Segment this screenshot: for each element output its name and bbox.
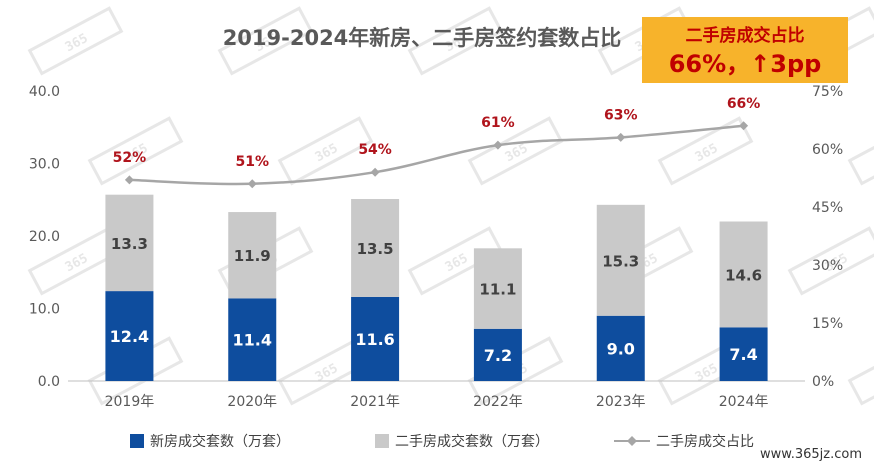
x-tick-label: 2021年 bbox=[350, 394, 400, 410]
y-axis-right: 0% 15% 30% 45% 60% 75% bbox=[812, 84, 843, 390]
y-right-tick: 30% bbox=[812, 258, 843, 274]
watermark-tile-text: 365 bbox=[63, 31, 91, 55]
watermark-tile: 365 bbox=[27, 6, 124, 76]
watermark-tile-text: 365 bbox=[313, 141, 341, 165]
watermark-tile-text: 365 bbox=[693, 361, 721, 385]
ratio-point bbox=[124, 175, 134, 185]
watermark-tile-frame bbox=[847, 116, 874, 186]
ratio-label: 63% bbox=[604, 107, 638, 123]
bar-new bbox=[228, 298, 277, 381]
legend-label-resale: 二手房成交套数（万套） bbox=[395, 433, 549, 450]
legend-label-new: 新房成交套数（万套） bbox=[150, 433, 290, 450]
watermark-tile-frame bbox=[407, 6, 504, 76]
watermark-tile-text: 365 bbox=[693, 141, 721, 165]
y-left-tick: 10.0 bbox=[29, 302, 60, 318]
bar-label-resale: 11.9 bbox=[234, 247, 271, 265]
bar-new bbox=[105, 291, 154, 381]
bar-resale bbox=[228, 212, 277, 299]
line-series: 52% 51% 54% 61% 63% 66% bbox=[113, 96, 761, 189]
bar-label-resale: 11.1 bbox=[479, 281, 516, 299]
bar-label-resale: 13.3 bbox=[111, 235, 148, 253]
y-left-tick: 0.0 bbox=[38, 374, 60, 390]
watermark-tile-frame bbox=[277, 116, 374, 186]
ratio-point bbox=[247, 179, 257, 189]
bar-label-resale: 15.3 bbox=[602, 252, 639, 270]
watermark-tile-frame bbox=[467, 116, 564, 186]
watermark-tile: 365 bbox=[847, 116, 874, 186]
legend-label-ratio: 二手房成交占比 bbox=[656, 433, 754, 450]
bar-label-new: 11.6 bbox=[355, 330, 394, 349]
watermark-tile-frame bbox=[217, 6, 314, 76]
ratio-label: 61% bbox=[481, 115, 515, 131]
watermark-tile-frame bbox=[407, 226, 504, 296]
watermark-tile-text: 365 bbox=[443, 251, 471, 275]
x-tick-label: 2019年 bbox=[105, 394, 155, 410]
y-right-tick: 45% bbox=[812, 200, 843, 216]
ratio-label: 52% bbox=[113, 150, 147, 166]
y-right-tick: 60% bbox=[812, 142, 843, 158]
x-tick-label: 2020年 bbox=[227, 394, 277, 410]
bar-label-new: 12.4 bbox=[110, 327, 149, 346]
bar-label-new: 7.4 bbox=[729, 345, 757, 364]
bar-label-resale: 14.6 bbox=[725, 266, 762, 284]
chart-title: 2019-2024年新房、二手房签约套数占比 bbox=[223, 26, 622, 50]
legend-swatch-new bbox=[130, 434, 144, 448]
watermark-tile-frame bbox=[657, 116, 754, 186]
x-tick-label: 2022年 bbox=[473, 394, 523, 410]
ratio-point bbox=[739, 121, 749, 131]
legend-marker-ratio bbox=[627, 436, 637, 446]
bar-new bbox=[351, 296, 400, 381]
bar-resale bbox=[596, 204, 645, 316]
watermark-tile: 365 bbox=[657, 116, 754, 186]
y-right-tick: 15% bbox=[812, 316, 843, 332]
bar-resale bbox=[473, 248, 522, 329]
bar-label-new: 11.4 bbox=[233, 331, 272, 350]
y-axis-left: 0.0 10.0 20.0 30.0 40.0 bbox=[29, 84, 60, 390]
bar-resale bbox=[719, 221, 768, 328]
legend: 新房成交套数（万套） 二手房成交套数（万套） 二手房成交占比 bbox=[130, 433, 754, 450]
ratio-label: 54% bbox=[358, 142, 392, 158]
bar-resale bbox=[351, 199, 400, 297]
ratio-line bbox=[129, 124, 744, 186]
ratio-point bbox=[616, 132, 626, 142]
watermark-tile-frame bbox=[87, 116, 184, 186]
bar-label-new: 7.2 bbox=[484, 346, 512, 365]
watermark-tile: 365 bbox=[847, 336, 874, 406]
legend-swatch-resale bbox=[375, 434, 389, 448]
y-right-tick: 0% bbox=[812, 374, 834, 390]
watermark-tile-frame bbox=[847, 336, 874, 406]
watermark-tile-frame bbox=[787, 226, 874, 296]
y-left-tick: 30.0 bbox=[29, 157, 60, 173]
y-left-tick: 20.0 bbox=[29, 229, 60, 245]
ratio-label: 66% bbox=[727, 96, 761, 112]
x-tick-label: 2024年 bbox=[719, 394, 769, 410]
watermark-tile-frame bbox=[27, 6, 124, 76]
bar-new bbox=[596, 315, 645, 381]
watermark-tile-text: 365 bbox=[313, 361, 341, 385]
y-left-tick: 40.0 bbox=[29, 84, 60, 100]
x-axis-ticks: 2019年 2020年 2021年 2022年 2023年 2024年 bbox=[105, 394, 769, 410]
bar-label-resale: 13.5 bbox=[357, 240, 394, 258]
callout-line1: 二手房成交占比 bbox=[686, 25, 805, 46]
watermark-tile-text: 365 bbox=[63, 251, 91, 275]
x-tick-label: 2023年 bbox=[596, 394, 646, 410]
bar-resale bbox=[105, 194, 154, 292]
callout-background bbox=[642, 17, 848, 83]
ratio-point bbox=[370, 167, 380, 177]
ratio-label: 51% bbox=[235, 154, 269, 170]
watermark-site: www.365jz.com bbox=[760, 447, 862, 462]
bar-new bbox=[719, 327, 768, 381]
bar-label-new: 9.0 bbox=[607, 339, 635, 358]
callout-box: 二手房成交占比 66%，↑3pp bbox=[642, 17, 848, 83]
bar-new bbox=[473, 328, 522, 381]
callout-line2: 66%，↑3pp bbox=[669, 50, 822, 78]
y-right-tick: 75% bbox=[812, 84, 843, 100]
ratio-point bbox=[493, 140, 503, 150]
bars bbox=[105, 194, 768, 381]
bar-labels: 12.4 13.3 11.4 11.9 11.6 13.5 7.2 11.1 9.0 15.3 7.… bbox=[110, 235, 762, 365]
